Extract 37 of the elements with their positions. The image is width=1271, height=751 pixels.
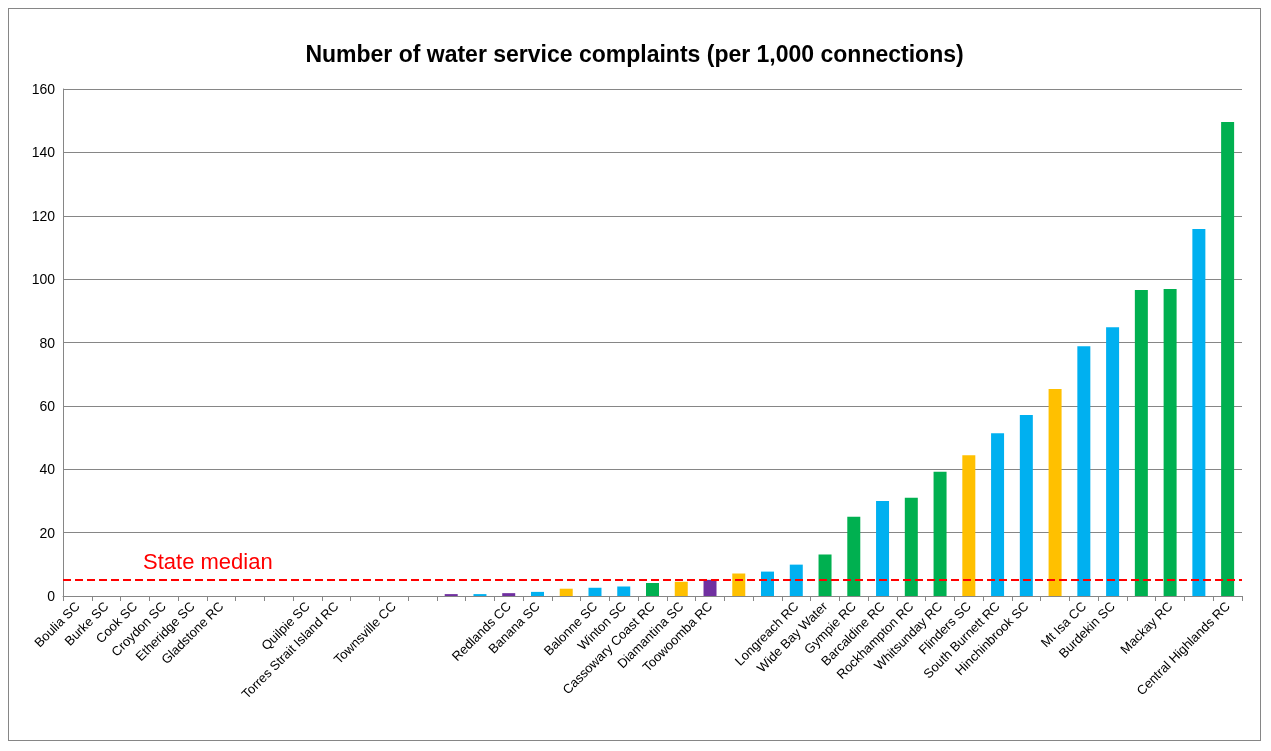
bar — [789, 564, 803, 596]
bar — [962, 455, 976, 596]
bar — [732, 573, 746, 596]
y-tick-label: 100 — [31, 271, 56, 288]
bar — [1134, 289, 1148, 596]
bar — [1221, 121, 1235, 596]
y-tick-label: 80 — [39, 334, 56, 351]
bar — [703, 579, 717, 596]
bar — [588, 587, 602, 596]
bar — [559, 588, 573, 596]
y-tick-label: 120 — [31, 207, 56, 224]
bar — [502, 593, 516, 596]
bar — [761, 571, 775, 596]
bar — [530, 591, 544, 596]
y-tick-label: 60 — [39, 397, 56, 414]
bar — [1106, 327, 1120, 596]
bar — [876, 500, 890, 596]
bar — [1192, 229, 1206, 596]
y-tick-label: 40 — [39, 461, 56, 478]
bar — [933, 471, 947, 596]
bar — [646, 583, 659, 596]
bar — [1163, 288, 1177, 596]
bar — [617, 586, 631, 596]
bar — [1077, 346, 1091, 596]
bar — [904, 497, 918, 596]
chart-title: Number of water service complaints (per 1,000 connections) — [305, 40, 964, 67]
y-tick-label: 160 — [31, 81, 56, 97]
bar — [818, 554, 832, 596]
y-tick-label: 140 — [31, 144, 56, 161]
y-tick-label: 20 — [39, 524, 56, 541]
bar — [1019, 415, 1033, 596]
bar — [847, 516, 861, 596]
bar — [1048, 389, 1062, 596]
ref-line-label: State median — [143, 549, 273, 575]
y-tick-label: 0 — [47, 588, 56, 604]
bar — [674, 581, 688, 596]
bar — [991, 433, 1005, 596]
